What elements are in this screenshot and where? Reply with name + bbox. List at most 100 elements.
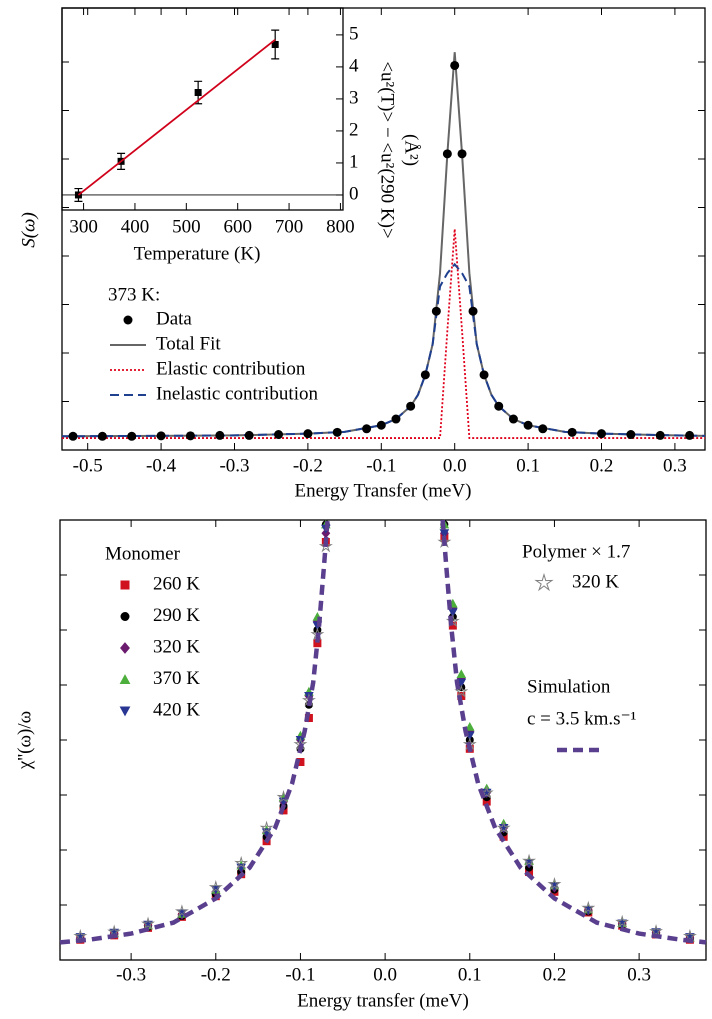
y-tick-label: 1 (349, 151, 359, 172)
data-point (73, 928, 88, 943)
data-point (456, 673, 466, 684)
data-point (332, 427, 342, 437)
series-line (77, 38, 276, 196)
data-point (75, 933, 86, 942)
data-point (649, 924, 664, 938)
data-point (494, 401, 504, 411)
data-point (454, 684, 469, 698)
x-tick-label: 0.2 (590, 455, 614, 476)
x-tick-label: -0.4 (146, 455, 177, 476)
data-point (685, 430, 695, 440)
legend-label: 320 K (153, 636, 200, 657)
x-axis-label: Energy Transfer (meV) (295, 480, 472, 501)
data-point (442, 149, 452, 159)
x-tick-label: -0.1 (285, 964, 315, 985)
x-tick-label: 0.3 (627, 964, 651, 985)
data-point (271, 40, 279, 48)
x-tick-label: -0.5 (73, 455, 103, 476)
data-point (431, 306, 441, 316)
data-point (259, 820, 274, 834)
data-point (215, 430, 225, 440)
data-point (615, 914, 630, 929)
data-point (318, 539, 333, 553)
data-point (208, 880, 223, 894)
data-point (597, 429, 607, 439)
y-axis-unit: (Å²) (401, 134, 422, 166)
x-tick-label: 0.3 (663, 455, 687, 476)
legend-label: Inelastic contribution (156, 383, 318, 404)
series-line (59, 519, 707, 945)
y-axis-label: χ''(ω)/ω (14, 711, 35, 770)
data-point (479, 370, 489, 380)
x-tick-label: 0.0 (443, 455, 467, 476)
data-point (456, 669, 467, 678)
data-point (194, 89, 202, 97)
x-tick-label: 600 (223, 216, 252, 237)
data-point (68, 431, 78, 441)
x-tick-label: 0.1 (458, 964, 482, 985)
legend-title: Polymer × 1.7 (522, 541, 630, 562)
legend-marker (119, 706, 131, 717)
plot-frame (61, 7, 706, 451)
data-point (464, 722, 475, 731)
y-tick-label: 0 (349, 183, 359, 204)
x-tick-label: 400 (121, 216, 150, 237)
x-axis-label: Temperature (K) (134, 243, 261, 264)
data-point (362, 424, 372, 434)
y-tick-label: 4 (349, 55, 359, 76)
y-axis-label: <u²(T)> − <u²(290 K)> (377, 61, 398, 238)
data-point (141, 916, 156, 930)
x-tick-label: 800 (326, 216, 355, 237)
data-point (496, 820, 511, 834)
data-point (391, 414, 401, 424)
y-tick-label: 5 (349, 23, 359, 44)
data-point (626, 430, 636, 440)
legend-title: Simulation (527, 676, 611, 697)
legend-label: 320 K (572, 571, 619, 592)
data-point (581, 900, 596, 915)
legend-marker (119, 674, 131, 684)
legend-marker (534, 572, 554, 592)
data-point (655, 430, 665, 440)
data-point (234, 855, 249, 870)
data-point (457, 149, 467, 159)
data-point (97, 431, 107, 441)
data-point (109, 928, 119, 938)
x-axis-label: Energy transfer (meV) (297, 990, 469, 1011)
legend-title: Monomer (105, 543, 181, 564)
data-point (547, 876, 562, 891)
x-tick-label: 700 (275, 216, 304, 237)
data-point (274, 430, 284, 440)
data-point (244, 430, 254, 440)
x-tick-label: -0.2 (293, 455, 323, 476)
data-point (439, 529, 450, 538)
data-point (508, 414, 518, 424)
x-tick-label: -0.1 (366, 455, 396, 476)
data-point (465, 726, 475, 737)
data-point (303, 429, 313, 439)
legend-label: 260 K (153, 573, 200, 594)
data-point (651, 928, 661, 938)
legend-label: 370 K (153, 668, 200, 689)
x-tick-label: -0.2 (201, 964, 231, 985)
data-point (682, 928, 697, 943)
data-point (376, 420, 386, 430)
x-tick-label: 0.0 (373, 964, 397, 985)
legend-title: 373 K: (108, 284, 160, 305)
x-tick-label: 500 (172, 216, 201, 237)
plot-frame (61, 7, 344, 211)
data-point (406, 401, 416, 411)
data-point (468, 306, 478, 316)
legend-marker (123, 315, 133, 325)
data-point (538, 424, 548, 434)
data-point (185, 431, 195, 441)
x-tick-label: -0.3 (219, 455, 249, 476)
legend-label: Elastic contribution (156, 358, 306, 379)
legend-label: 290 K (153, 605, 200, 626)
legend-label: 420 K (153, 699, 200, 720)
data-point (567, 427, 577, 437)
data-point (127, 431, 137, 441)
legend-label: Total Fit (156, 333, 221, 354)
data-point (420, 370, 430, 380)
